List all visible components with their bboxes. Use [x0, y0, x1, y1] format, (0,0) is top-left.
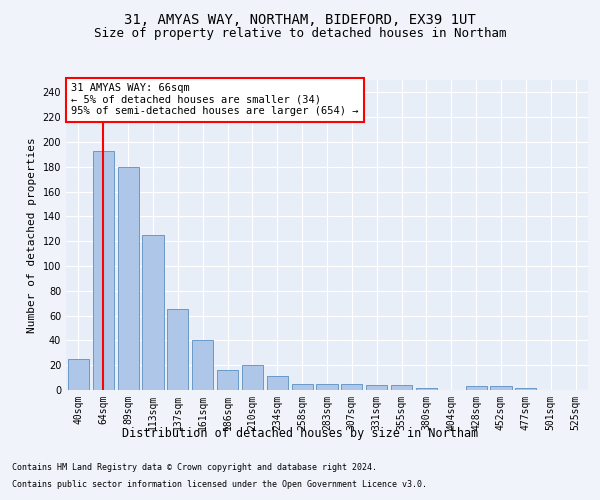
Y-axis label: Number of detached properties: Number of detached properties [27, 137, 37, 333]
Bar [466, 386, 487, 390]
Bar [68, 359, 89, 390]
Bar [217, 370, 238, 390]
Bar [292, 384, 313, 390]
Bar [142, 235, 164, 390]
Bar [515, 388, 536, 390]
Text: Contains public sector information licensed under the Open Government Licence v3: Contains public sector information licen… [12, 480, 427, 489]
Text: 31 AMYAS WAY: 66sqm
← 5% of detached houses are smaller (34)
95% of semi-detache: 31 AMYAS WAY: 66sqm ← 5% of detached hou… [71, 83, 359, 116]
Bar [341, 384, 362, 390]
Bar [316, 384, 338, 390]
Bar [490, 386, 512, 390]
Bar [416, 388, 437, 390]
Text: 31, AMYAS WAY, NORTHAM, BIDEFORD, EX39 1UT: 31, AMYAS WAY, NORTHAM, BIDEFORD, EX39 1… [124, 12, 476, 26]
Text: Size of property relative to detached houses in Northam: Size of property relative to detached ho… [94, 28, 506, 40]
Bar [118, 167, 139, 390]
Text: Contains HM Land Registry data © Crown copyright and database right 2024.: Contains HM Land Registry data © Crown c… [12, 464, 377, 472]
Bar [366, 385, 387, 390]
Bar [93, 150, 114, 390]
Bar [267, 376, 288, 390]
Bar [242, 365, 263, 390]
Text: Distribution of detached houses by size in Northam: Distribution of detached houses by size … [122, 428, 478, 440]
Bar [391, 385, 412, 390]
Bar [167, 310, 188, 390]
Bar [192, 340, 213, 390]
